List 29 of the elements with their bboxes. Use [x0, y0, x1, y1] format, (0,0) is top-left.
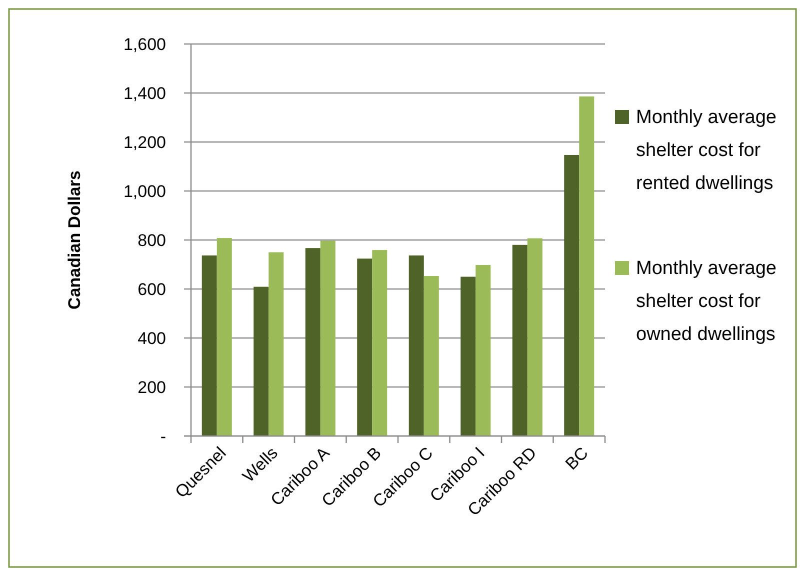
legend-label: Monthly average shelter cost for rented dwellings: [636, 107, 776, 194]
bar: [476, 264, 491, 436]
y-tick-label: 1,000: [123, 182, 166, 201]
bar: [460, 276, 476, 436]
y-tick-label: 1,200: [123, 132, 166, 152]
bar: [216, 238, 232, 436]
bar: [408, 255, 424, 436]
x-tick-label: BC: [562, 443, 592, 474]
y-tick-label: 600: [138, 280, 166, 299]
bar: [579, 96, 594, 436]
bar: [564, 154, 580, 436]
bar: [320, 240, 336, 436]
bar: [268, 252, 284, 436]
bar: [527, 238, 542, 436]
y-tick-label: 1,400: [123, 84, 166, 103]
bar: [305, 248, 320, 436]
legend-label: Monthly average shelter cost for owned dwellings: [636, 258, 776, 345]
bar: [372, 250, 388, 436]
y-axis-title: Canadian Dollars: [65, 170, 84, 310]
bar: [202, 255, 217, 436]
bar: [254, 286, 269, 436]
bar: [424, 276, 439, 436]
bar: [357, 258, 372, 436]
y-tick-label: 200: [138, 378, 166, 397]
y-tick-label: 1,600: [123, 34, 166, 54]
y-tick-label: -: [160, 426, 166, 446]
y-tick-label: 800: [138, 230, 166, 250]
y-tick-label: 400: [138, 328, 166, 348]
bar: [512, 244, 528, 436]
